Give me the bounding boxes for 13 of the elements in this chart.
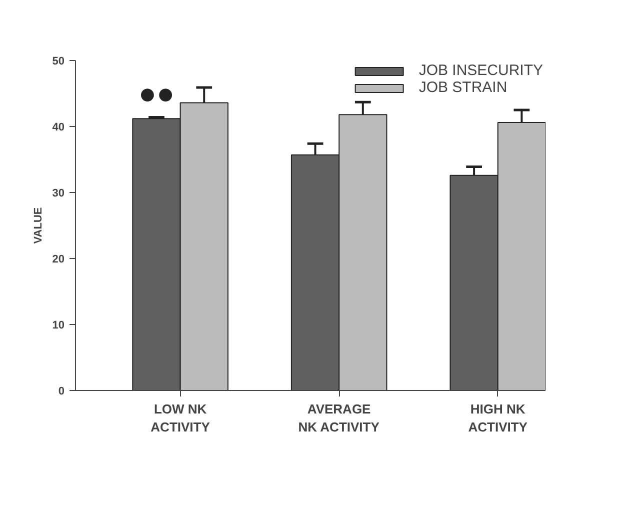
y-axis-title: VALUE [32,207,44,244]
y-tick-label: 0 [58,386,65,398]
y-tick-label: 40 [52,122,65,134]
y-tick-label: 10 [52,320,65,332]
annotation: ●● [138,78,175,111]
x-tick-label: AVERAGE NK ACTIVITY [298,402,380,434]
y-tick-label: 20 [52,254,65,266]
y-tick-label: 50 [52,56,65,68]
legend-label: JOB STRAIN [418,79,508,96]
x-tick-label: LOW NK ACTIVITY [150,402,210,434]
y-tick-label: 30 [52,188,65,200]
x-tick-label: HIGH NK ACTIVITY [468,402,528,434]
legend-label: JOB INSECURITY [418,62,543,79]
